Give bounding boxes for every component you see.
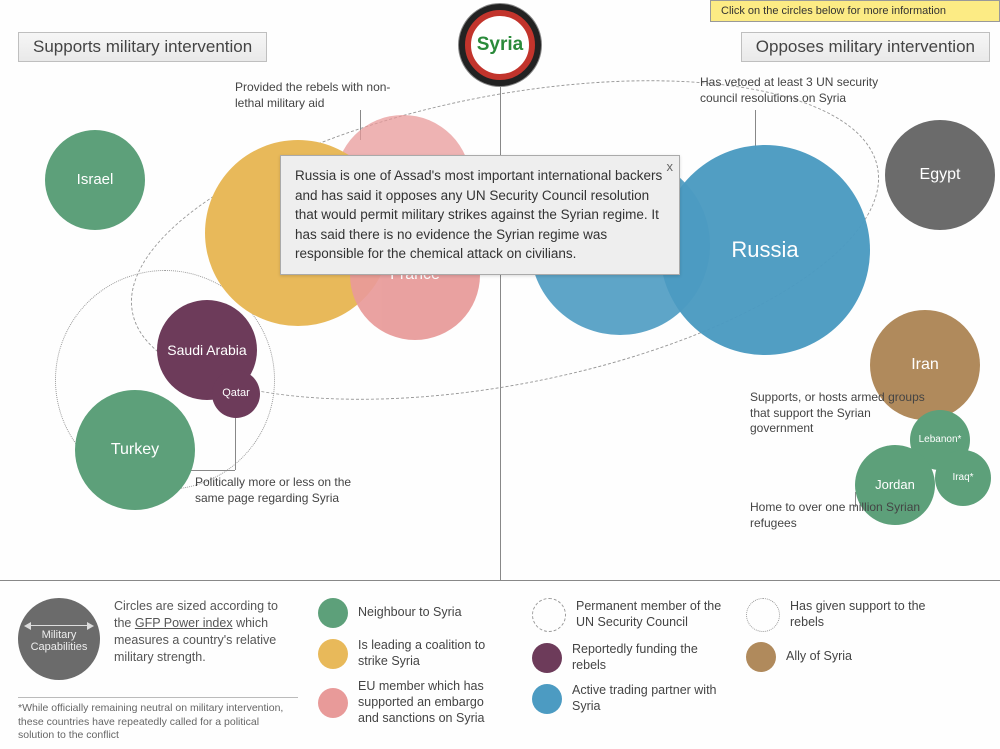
info-tooltip: x Russia is one of Assad's most importan… (280, 155, 680, 275)
annot-iran: Supports, or hosts armed groups that sup… (750, 390, 930, 437)
swatch-coalition (318, 639, 348, 669)
leader-line (755, 110, 756, 150)
legend-item-unsc: Permanent member of the UN Security Coun… (532, 598, 722, 632)
swatch-unsc (532, 598, 566, 632)
bubble-israel[interactable]: Israel (45, 130, 145, 230)
horizontal-divider (0, 580, 1000, 581)
legend-milcap-icon: Military Capabilities (18, 598, 100, 680)
swatch-rebel-support (746, 598, 780, 632)
annot-jordan: Home to over one million Syrian refugees (750, 500, 930, 531)
swatch-trading (532, 684, 562, 714)
footnote: *While officially remaining neutral on m… (18, 697, 298, 743)
leader-line (190, 470, 235, 471)
center-country-badge: Syria (465, 10, 535, 80)
swatch-neighbour (318, 598, 348, 628)
annot-qatar: Politically more or less on the same pag… (195, 475, 375, 506)
legend-item-eu: EU member which has supported an embargo… (318, 679, 508, 726)
close-icon[interactable]: x (667, 158, 674, 177)
legend-item-neighbour: Neighbour to Syria (318, 598, 508, 628)
legend-item-funding: Reportedly funding the rebels (532, 642, 722, 673)
bubble-egypt[interactable]: Egypt (885, 120, 995, 230)
swatch-ally (746, 642, 776, 672)
bubble-iraq[interactable]: Iraq* (935, 450, 991, 506)
swatch-eu (318, 688, 348, 718)
legend-description: Circles are sized according to the GFP P… (114, 598, 294, 666)
swatch-funding (532, 643, 562, 673)
center-country-label: Syria (477, 34, 523, 56)
legend-milcap-label: Military Capabilities (18, 629, 100, 653)
bubble-russia[interactable]: Russia (660, 145, 870, 355)
legend-item-rebel-support: Has given support to the rebels (746, 598, 936, 632)
legend-item-ally: Ally of Syria (746, 642, 936, 672)
annot-uk: Provided the rebels with non-lethal mili… (235, 80, 415, 111)
annot-russia: Has vetoed at least 3 UN security counci… (700, 75, 880, 106)
legend-item-trading: Active trading partner with Syria (532, 683, 722, 714)
gfp-link[interactable]: GFP Power index (135, 616, 233, 630)
bubble-qatar[interactable]: Qatar (212, 370, 260, 418)
bubble-turkey[interactable]: Turkey (75, 390, 195, 510)
tooltip-text: Russia is one of Assad's most important … (295, 168, 662, 261)
legend-item-coalition: Is leading a coalition to strike Syria (318, 638, 508, 669)
